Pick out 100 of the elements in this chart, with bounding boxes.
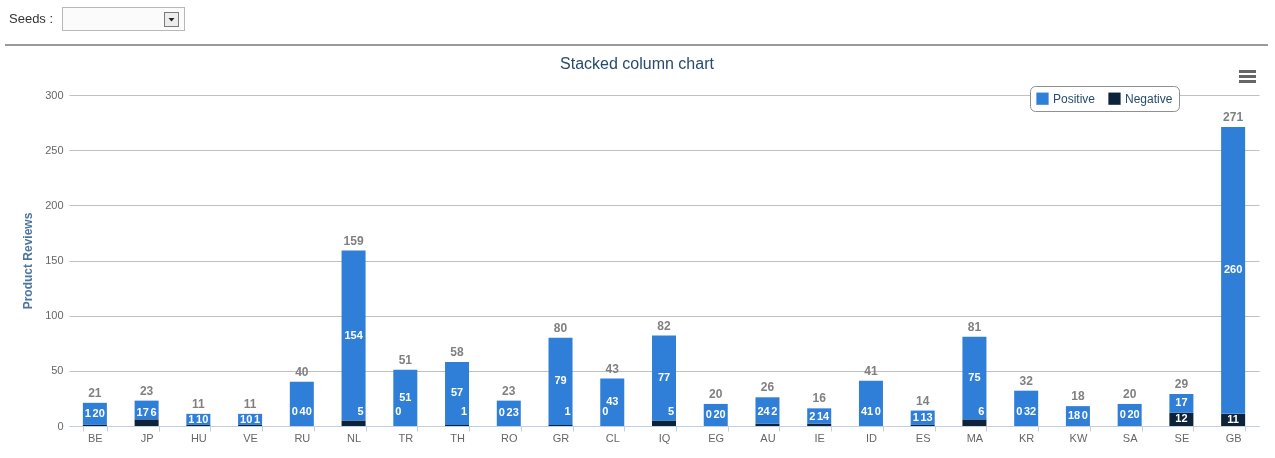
x-tick-label: TR (398, 431, 414, 444)
x-tick-label: IE (814, 431, 825, 444)
data-label: 6 (150, 406, 157, 419)
data-label: 0 (874, 405, 881, 417)
data-label: 260 (1223, 263, 1243, 276)
total-label: 29 (1174, 377, 1189, 391)
data-label: 41 (860, 405, 874, 417)
y-tick-label: 150 (45, 254, 64, 266)
data-label: 20 (713, 407, 726, 420)
bar (755, 423, 780, 426)
x-tick-label: RO (501, 431, 518, 444)
data-label: 0 (1016, 405, 1023, 417)
data-label: 77 (657, 371, 671, 384)
data-label: 11 (1227, 412, 1239, 425)
total-label: 43 (605, 361, 620, 376)
data-label: 0 (1081, 409, 1088, 422)
data-label: 1 (912, 411, 919, 424)
bar (341, 250, 366, 421)
data-label: 5 (357, 405, 364, 417)
data-label: 0 (498, 406, 505, 419)
total-label: 82 (657, 318, 671, 333)
data-label: 1 (460, 405, 468, 417)
total-label: 51 (398, 352, 413, 367)
data-label: 0 (1119, 407, 1126, 420)
total-label: 23 (139, 383, 154, 398)
chart-title: Stacked column chart (560, 54, 715, 72)
data-label: 32 (1023, 405, 1037, 417)
data-label: 57 (450, 386, 464, 399)
data-label: 40 (299, 405, 312, 417)
x-tick-label: KW (1069, 431, 1088, 444)
data-label: 43 (606, 395, 619, 408)
total-label: 23 (502, 383, 516, 398)
x-tick-label: IQ (658, 431, 671, 444)
data-label: 20 (1127, 407, 1140, 420)
total-label: 26 (760, 380, 775, 395)
x-tick-label: GB (1225, 431, 1242, 444)
x-tick-label: GR (552, 431, 570, 444)
bar (962, 419, 987, 426)
data-label: 13 (920, 411, 933, 424)
data-label: 6 (978, 405, 985, 417)
data-label: 24 (757, 405, 771, 417)
total-label: 20 (709, 386, 723, 401)
total-label: 11 (192, 396, 206, 411)
total-label: 271 (1223, 110, 1244, 124)
total-label: 32 (1019, 373, 1034, 388)
total-label: 41 (864, 363, 878, 378)
total-label: 14 (916, 393, 930, 408)
y-tick-label: 50 (51, 364, 64, 377)
data-label: 0 (395, 405, 402, 417)
total-label: 11 (243, 396, 257, 411)
x-tick-label: HU (190, 431, 207, 444)
y-tick-label: 100 (45, 309, 64, 322)
data-label: 12 (1175, 412, 1188, 425)
x-tick-label: SA (1122, 431, 1139, 444)
data-label: 10 (196, 412, 209, 425)
data-label: 14 (816, 410, 831, 423)
x-tick-label: RU (294, 431, 311, 444)
bar (1221, 127, 1246, 414)
x-tick-label: CL (605, 431, 620, 444)
x-tick-label: AU (760, 431, 776, 444)
y-tick-label: 250 (45, 143, 64, 156)
x-tick-label: ID (865, 431, 878, 444)
total-label: 18 (1071, 389, 1085, 404)
data-label: 154 (344, 328, 364, 341)
data-label: 1 (84, 407, 91, 420)
x-tick-label: KR (1019, 431, 1035, 444)
data-label: 1 (564, 405, 571, 417)
data-label: 1 (188, 412, 195, 425)
legend-label: Positive (1053, 91, 1096, 106)
total-label: 40 (295, 364, 309, 379)
bar (134, 419, 159, 426)
data-label: 20 (92, 407, 105, 420)
data-label: 51 (399, 390, 412, 403)
total-label: 81 (967, 319, 982, 334)
x-tick-label: VE (243, 431, 258, 444)
x-tick-label: BE (88, 431, 103, 444)
data-label: 17 (1175, 396, 1188, 409)
x-tick-label: MA (966, 431, 984, 444)
y-tick-label: 300 (45, 88, 64, 101)
x-tick-label: TH (450, 431, 465, 444)
x-tick-label: NL (347, 431, 362, 444)
data-label: 75 (968, 371, 981, 384)
legend-label: Negative (1125, 91, 1173, 106)
bar (652, 420, 676, 426)
data-label: 0 (291, 405, 298, 417)
data-label: 18 (1067, 409, 1081, 422)
data-label: 1 (253, 412, 261, 425)
bar (652, 335, 676, 421)
x-tick-label: EG (708, 431, 725, 444)
x-tick-label: SE (1174, 431, 1190, 444)
data-label: 23 (506, 406, 519, 419)
bar (341, 420, 366, 426)
total-label: 80 (553, 320, 568, 335)
data-label: 10 (240, 412, 253, 425)
y-tick-label: 200 (45, 198, 64, 211)
y-axis-title: Product Reviews (21, 212, 36, 310)
data-label: 0 (705, 407, 712, 420)
y-tick-label: 0 (57, 419, 64, 432)
total-label: 16 (812, 391, 827, 406)
data-label: 0 (602, 405, 609, 417)
